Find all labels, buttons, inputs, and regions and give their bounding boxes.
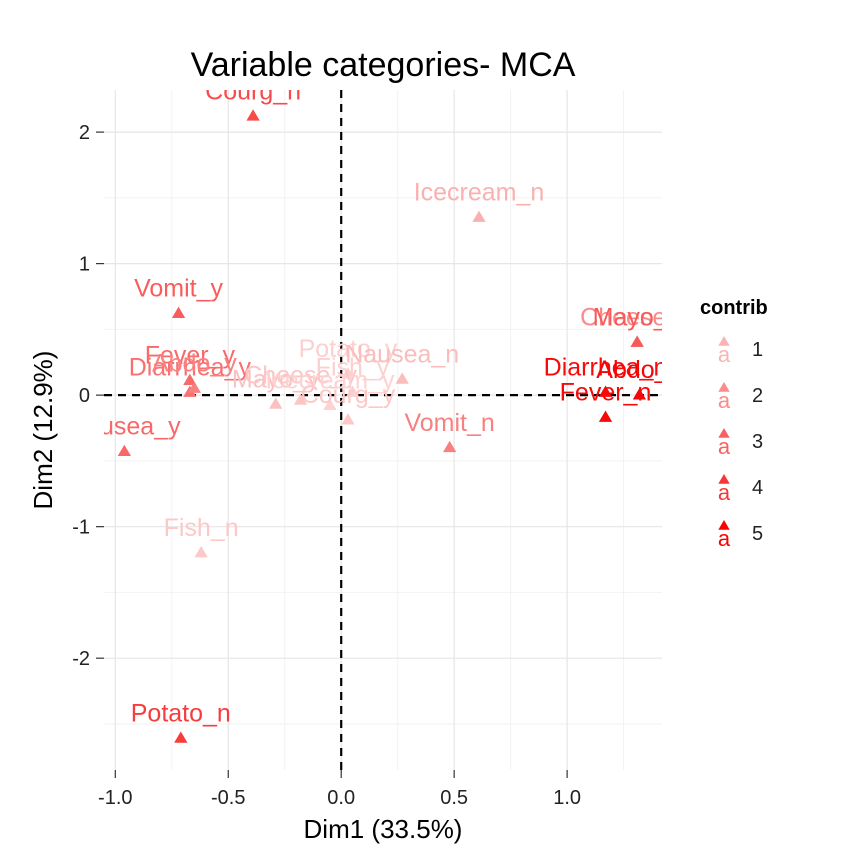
point-marker [174,731,188,743]
point-marker [472,210,486,222]
point-marker [341,367,355,379]
legend-key-triangle [718,428,730,438]
point-label: Potato_y [299,335,398,363]
point-label: Fish_y [316,354,390,382]
point-label: Mayo_y [232,365,320,393]
x-tick-label: 0.0 [327,787,355,809]
legend-label: 5 [752,523,763,545]
point-marker [345,385,360,397]
point-label: Diarrhea_n [544,354,668,382]
x-axis-title: Dim1 (33.5%) [304,814,463,844]
legend-key-letter: a [718,342,731,367]
point-marker [269,397,283,409]
x-tick-label: -1.0 [98,787,132,809]
point-marker [395,372,409,384]
point-label: Cheese_n [580,304,694,332]
point-label: Mayo_n [593,304,682,332]
point-label: Vomit_n [404,409,494,437]
y-axis-title: Dim2 (12.9%) [28,351,58,510]
point-label: Nausea_y [68,413,181,441]
legend-label: 4 [752,477,763,499]
legend-key-letter: a [718,388,731,413]
point-marker [293,393,308,405]
point-label: Fever_y [145,342,236,370]
legend-label: 1 [752,339,763,361]
legend-label: 3 [752,431,763,453]
x-axis: -1.0 -0.5 0.0 0.5 1.0 [98,770,581,809]
x-tick-label: 1.0 [553,787,581,809]
points-layer [117,109,647,743]
point-label: Courg_n [205,77,301,105]
point-marker [598,385,613,397]
plot-panel [104,90,662,770]
point-marker [632,388,647,400]
grid-minor [104,90,662,770]
legend: contrib a 1a 2a 3a 4a 5 [700,297,768,551]
point-label: Vomit_y [134,275,223,303]
point-marker [187,381,202,393]
point-label: Abdo_y [152,350,237,378]
y-tick-label: -1 [72,517,90,539]
point-marker [194,545,208,558]
point-marker [442,440,457,453]
point-label: Courg_y [301,381,396,409]
y-axis: -2 -1 0 1 2 [72,122,104,670]
point-label: Abdo_n [596,356,682,384]
point-marker [246,109,260,121]
point-marker [323,398,337,411]
legend-title: contrib [700,297,768,319]
legend-key-letter: a [718,480,731,505]
y-tick-label: -2 [72,648,90,670]
reference-lines [104,90,662,770]
point-label: Cheese_y [244,361,357,389]
legend-key-letter: a [718,434,731,459]
legend-key-triangle [718,474,730,484]
point-label: Diarrhea_y [129,354,252,382]
point-label: Icecream_n [414,179,545,207]
point-label: Fever_n [560,379,652,407]
x-tick-label: -0.5 [211,787,245,809]
point-label: Potato_n [131,699,231,727]
y-tick-label: 1 [79,254,90,276]
y-tick-label: 2 [79,122,90,144]
point-label: Fish_n [164,514,239,542]
point-marker [630,335,644,347]
x-tick-label: 0.5 [440,787,468,809]
point-label: Icecream_y [265,367,395,395]
legend-key-triangle [718,520,730,530]
point-label: Nausea_n [345,340,459,368]
y-tick-label: 0 [79,385,90,407]
legend-key-letter: a [718,526,731,551]
point-marker [183,373,197,386]
point-marker [171,306,186,318]
legend-key-triangle [718,382,730,392]
point-marker [341,413,355,425]
point-marker [598,410,613,422]
point-marker [117,444,131,457]
chart-title: Variable categories- MCA [191,46,576,84]
legend-key-triangle [718,336,730,346]
legend-label: 2 [752,385,763,407]
